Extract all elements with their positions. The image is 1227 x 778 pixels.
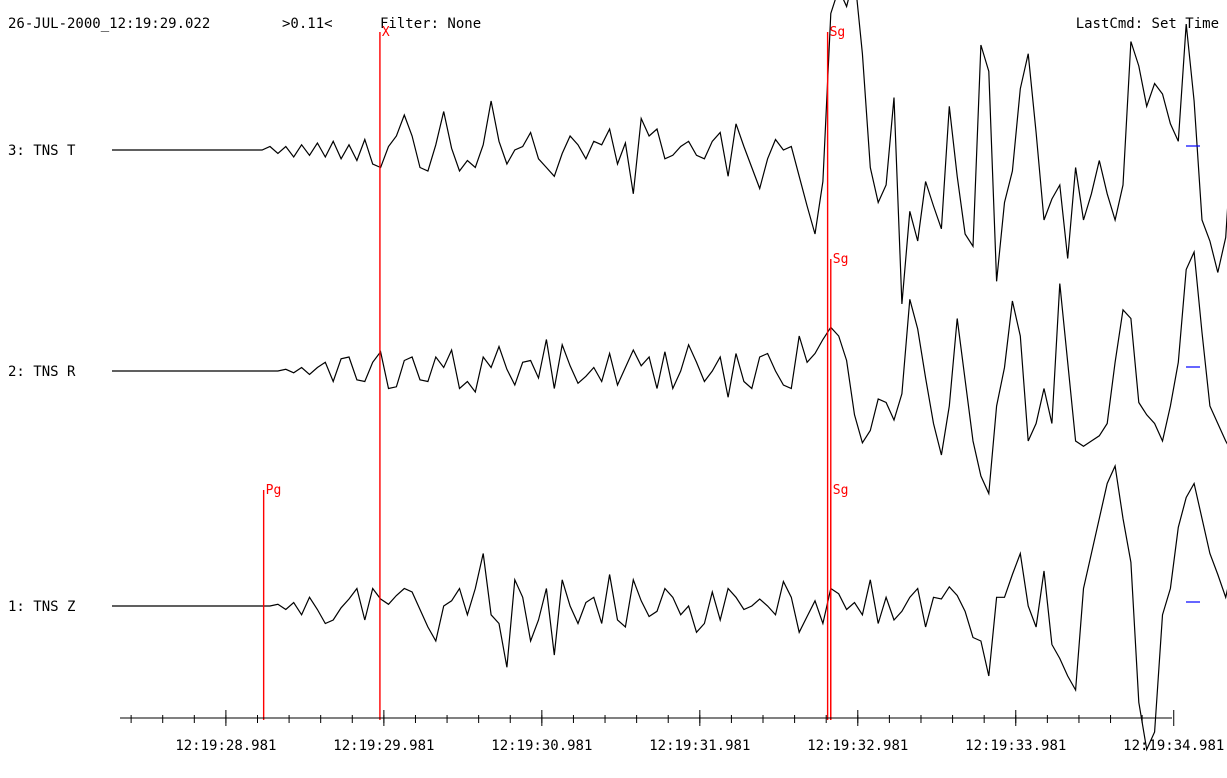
pick-label: Sg xyxy=(833,252,849,267)
trace-line[interactable] xyxy=(112,456,1227,752)
pick-label: Sg xyxy=(830,25,846,40)
trace-line[interactable] xyxy=(112,0,1227,305)
traces-layer: 3: TNS T 2: TNS R 1: TNS Z xyxy=(8,0,1227,752)
trace-label: 2: TNS R xyxy=(8,364,76,380)
axis-tick-label: 12:19:29.981 xyxy=(333,738,434,754)
event-datetime: 26-JUL-2000_12:19:29.022 xyxy=(8,16,211,32)
axis-tick-label: 12:19:33.981 xyxy=(965,738,1066,754)
axis-tick-label: 12:19:34.981 xyxy=(1123,738,1224,754)
axis-tick-label: 12:19:30.981 xyxy=(491,738,592,754)
trace-label: 1: TNS Z xyxy=(8,599,75,615)
trace-label: 3: TNS T xyxy=(8,143,76,159)
last-command-status: LastCmd: Set Time xyxy=(1075,16,1219,32)
pick-label: Pg xyxy=(266,483,282,498)
pick-label: Sg xyxy=(833,483,849,498)
filter-status: Filter: None xyxy=(380,16,482,32)
axis-tick-label: 12:19:28.981 xyxy=(175,738,276,754)
axis-tick-label: 12:19:31.981 xyxy=(649,738,750,754)
pick-label: X xyxy=(382,25,390,40)
trace-line[interactable] xyxy=(112,249,1227,496)
time-axis: 12:19:28.981 12:19:29.981 12:19:30.981 12:1… xyxy=(120,710,1224,754)
phase-picks-layer[interactable]: Pg X Sg Sg Sg xyxy=(262,25,849,720)
cursor-readout: >0.11< xyxy=(282,16,333,32)
axis-tick-label: 12:19:32.981 xyxy=(807,738,908,754)
